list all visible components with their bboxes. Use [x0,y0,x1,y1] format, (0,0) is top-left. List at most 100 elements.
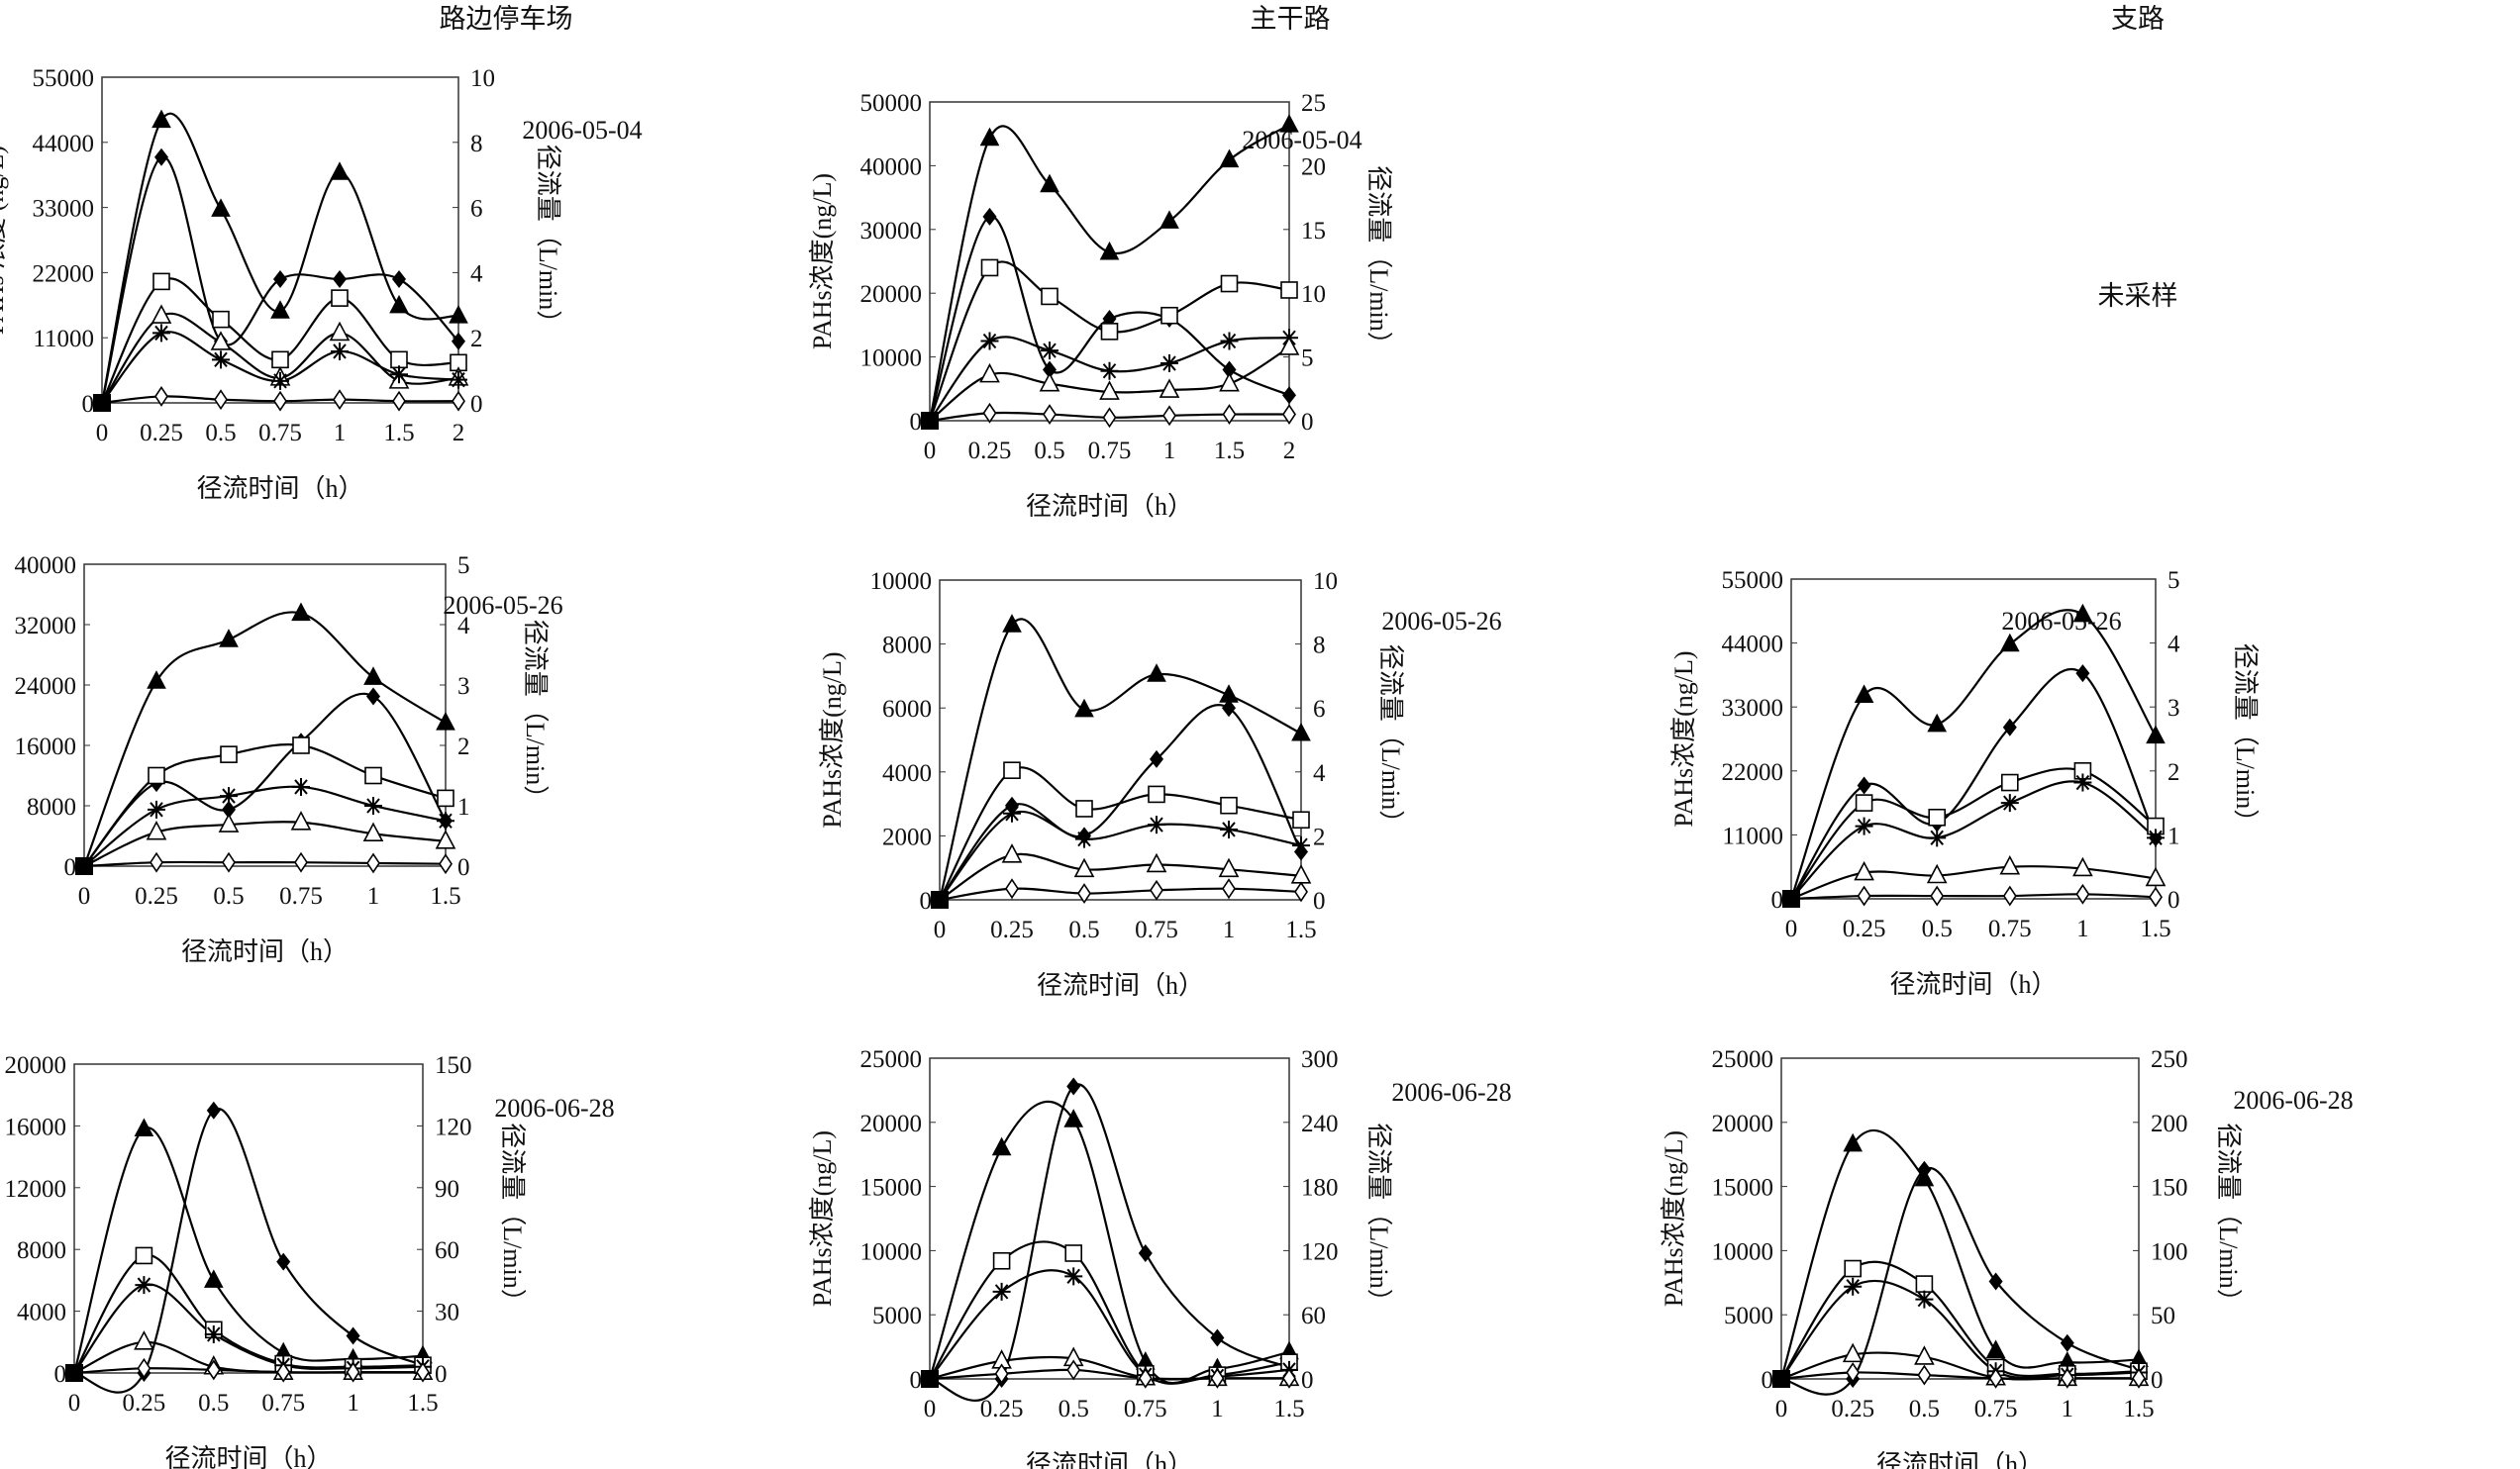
y-tick-label: 16000 [5,1114,67,1140]
data-point-open-diamond [1162,405,1176,427]
data-point-open-diamond [1282,404,1296,426]
series-line-filled-triangle [1789,609,2157,900]
x-tick-label: 1.5 [383,420,414,446]
x-tick-label: 1.5 [1214,438,1245,464]
x-tick-label: 0.5 [1068,917,1099,943]
y2-tick-label: 0 [2167,887,2180,914]
y-tick-label: 30000 [860,218,923,245]
y2-tick-label: 120 [1301,1238,1339,1265]
data-point-filled-diamond [273,269,287,288]
data-point-open-triangle [218,813,240,832]
y2-tick-label: 2 [1313,824,1326,850]
data-point-open-diamond [1210,1367,1225,1389]
x-tick-label: 0.25 [1831,1396,1874,1422]
data-point-open-square [2001,773,2019,792]
x-tick-label: 1.5 [2123,1396,2154,1422]
data-point-filled-diamond [2002,718,2017,736]
y-tick-label: 20000 [860,1111,923,1137]
data-point-filled-triangle [979,127,1000,147]
data-point-open-triangle [1854,860,1874,881]
y-tick-label: 25000 [860,1046,923,1073]
x-tick-label: 2 [1283,438,1296,464]
chart-panel: 0 0.25 0.5 0.75 1 1.5040008000120001600020000… [5,1052,615,1469]
x-axis-label: 径流时间（h） [164,1444,332,1469]
x-axis-label: 径流时间（h） [181,937,349,966]
x-tick-label: 1 [2062,1396,2074,1422]
data-point-open-diamond [273,390,287,412]
y-tick-label: 15000 [1712,1175,1774,1202]
data-point-open-diamond [1917,1364,1932,1386]
y2-axis-label: 径流量（L/min） [1364,1123,1393,1315]
y2-tick-label: 20 [1301,153,1326,180]
series-line-filled-triangle [1779,1129,2140,1380]
data-point-filled-triangle [991,1136,1012,1156]
chart-panel: 0 0.25 0.5 0.75 1 1.5080001600024000320004000… [15,552,563,966]
x-axis-label: 径流时间（h） [1026,492,1193,521]
x-tick-label: 1 [334,420,347,446]
data-point-filled-diamond [1917,1160,1932,1179]
data-point-filled-triangle [1147,663,1166,682]
x-tick-label: 1.5 [1285,917,1316,943]
data-point-open-triangle [146,820,167,840]
origin-point-filled-square [931,891,949,909]
origin-point-filled-square [921,1370,939,1388]
x-tick-label: 1.5 [430,883,460,910]
y2-tick-label: 10 [1301,281,1326,308]
series-line-open-square [1780,1260,2140,1380]
chart-panel: 0 0.25 0.5 0.75 1 1.5011000220003300044000550… [1669,567,2260,999]
y2-tick-label: 8 [1313,633,1326,659]
data-point-open-square [292,736,310,754]
y2-tick-label: 4 [470,260,483,287]
y2-axis-label: 径流量（L/min） [534,145,562,337]
y-axis-label: PAHs 浓度 (ng/L) [0,146,9,335]
y-tick-label: 0 [910,409,923,436]
y-tick-label: 4000 [17,1300,66,1326]
sampling-date-label: 2006-05-26 [443,591,562,620]
data-point-asterisk [1064,1267,1083,1286]
x-tick-label: 0.5 [1058,1396,1089,1422]
y-tick-label: 6000 [882,696,932,723]
series-line-open-triangle [83,821,447,867]
origin-point-filled-square [75,857,93,875]
data-point-filled-triangle [151,109,171,129]
y2-tick-label: 10 [470,65,495,92]
x-tick-label: 0.75 [258,420,302,446]
data-point-open-diamond [1150,879,1163,901]
data-point-open-triangle [134,1330,154,1350]
x-tick-label: 0.5 [205,420,236,446]
data-point-open-diamond [214,389,228,411]
y2-axis-label: 径流量（L/min） [2214,1123,2243,1315]
y-tick-label: 0 [54,1361,67,1388]
y2-tick-label: 100 [2151,1238,2188,1265]
series-line-asterisk [1790,780,2157,900]
data-point-open-diamond [1988,1367,2003,1389]
data-point-filled-triangle [291,602,311,622]
data-point-open-square [1855,794,1873,812]
column-title-main-road: 主干路 [1251,4,1331,34]
data-point-filled-diamond [154,147,168,166]
data-point-asterisk [450,370,467,389]
series-line-filled-diamond [100,155,459,404]
x-tick-label: 1 [2076,916,2089,942]
y2-tick-label: 180 [1301,1175,1339,1202]
data-point-open-square [437,789,454,808]
series-line-filled-diamond [1790,667,2158,900]
x-tick-label: 0 [924,1396,937,1422]
y-tick-label: 8000 [17,1237,66,1264]
data-point-filled-diamond [1066,1077,1081,1096]
data-point-open-triangle [979,362,1000,383]
origin-point-filled-square [1782,890,1800,908]
data-point-open-diamond [1077,883,1091,904]
data-point-open-triangle [1914,1345,1935,1365]
data-point-open-diamond [294,851,308,873]
data-point-filled-triangle [270,300,290,319]
data-point-asterisk [1915,1290,1934,1309]
data-point-open-diamond [137,1357,151,1379]
data-point-filled-triangle [449,304,468,324]
data-point-filled-triangle [2146,725,2166,744]
chart-panel: 0 0.25 0.5 0.75 1 1.5 201100022000330004400055… [0,65,643,503]
y2-axis-label: 径流量（L/min） [2231,643,2260,835]
y-axis-label: PAHs浓度(ng/L) [808,1130,837,1307]
y2-axis-label: 径流量（L/min） [1364,165,1393,357]
y2-tick-label: 1 [2167,823,2180,849]
